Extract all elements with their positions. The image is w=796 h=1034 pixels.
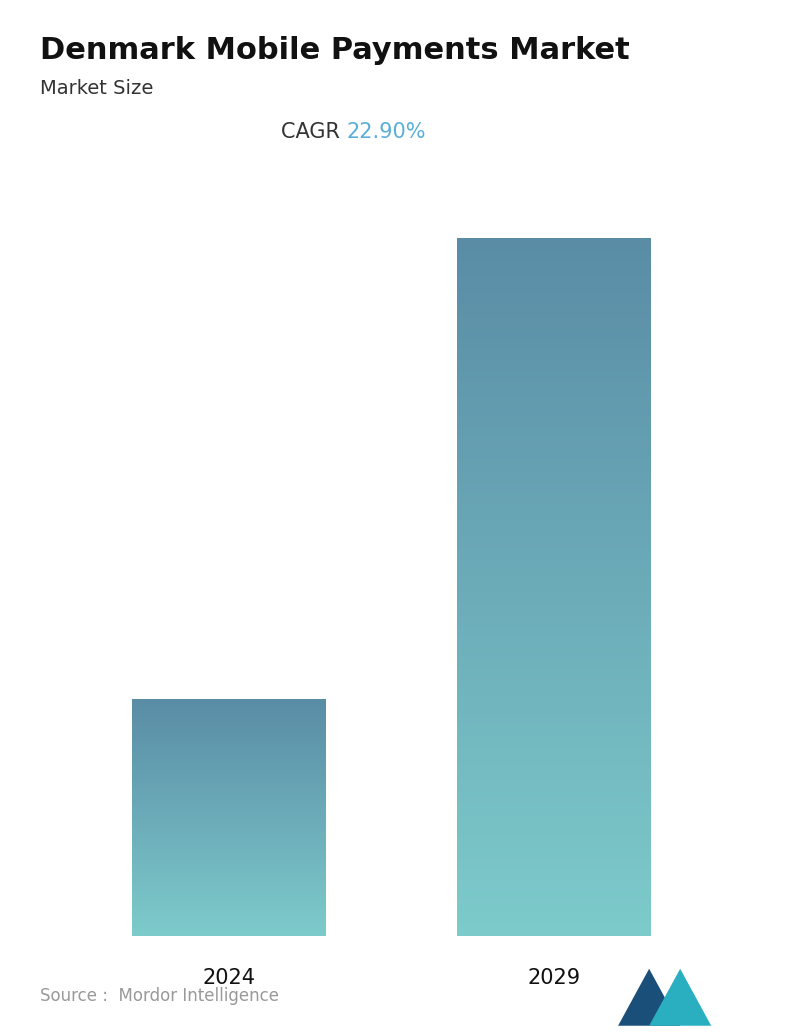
Text: Denmark Mobile Payments Market: Denmark Mobile Payments Market: [40, 36, 630, 65]
Text: CAGR: CAGR: [281, 122, 346, 142]
Text: 2024: 2024: [202, 968, 256, 987]
Text: 22.90%: 22.90%: [346, 122, 426, 142]
Text: Source :  Mordor Intelligence: Source : Mordor Intelligence: [40, 987, 279, 1005]
Text: Market Size: Market Size: [40, 79, 153, 97]
Text: 2029: 2029: [528, 968, 581, 987]
